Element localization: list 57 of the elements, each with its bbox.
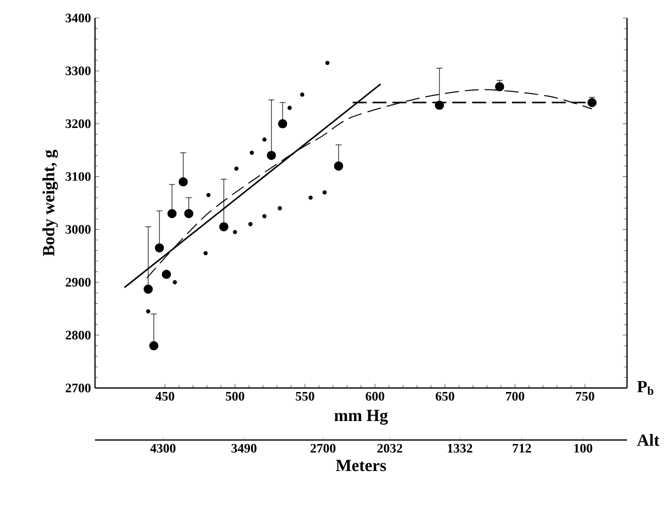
point: [262, 137, 267, 142]
x-tick-label: 750: [576, 392, 594, 401]
y-tick-label: 3300: [66, 66, 91, 76]
point: [587, 98, 597, 108]
point: [219, 222, 228, 232]
x2-tick-label: 2700: [310, 444, 336, 453]
point: [154, 243, 164, 252]
point: [495, 82, 504, 92]
y-tick-label: 2900: [66, 278, 91, 287]
y-tick-label: 3100: [66, 172, 91, 181]
point: [167, 208, 177, 218]
point: [184, 208, 194, 218]
point: [234, 166, 239, 171]
point: [334, 161, 344, 171]
text: P$_{b}$: [637, 381, 654, 395]
point: [288, 106, 292, 110]
x-tick-label: 550: [296, 392, 314, 401]
x2-axis-title: Meters: [336, 460, 386, 472]
point: [232, 230, 238, 234]
point: [250, 150, 254, 155]
x2-tick-label: 4300: [150, 444, 176, 453]
x-tick-label: 500: [226, 392, 244, 401]
point: [322, 190, 327, 195]
point: [278, 119, 288, 128]
point: [206, 192, 210, 198]
x2-tick-label: 2032: [377, 444, 402, 453]
y-axis-title: Body weight, g: [42, 150, 58, 256]
point: [162, 270, 171, 279]
x-axis-title: mm Hg: [334, 410, 388, 425]
x-tick-label: 650: [436, 392, 454, 401]
x-tick-label: 700: [506, 392, 524, 401]
point: [204, 251, 208, 256]
y-tick-label: 2800: [66, 330, 91, 340]
x2-tick-label: 3490: [232, 444, 256, 453]
point: [144, 284, 153, 294]
point: [300, 92, 304, 97]
text: Alt: [637, 434, 660, 446]
x2-tick-label: 1332: [448, 444, 472, 453]
y-tick-label: 3000: [66, 225, 91, 234]
point: [262, 214, 267, 218]
point: [325, 60, 330, 66]
point: [149, 341, 158, 350]
point: [146, 309, 150, 314]
x-tick-label: 600: [366, 392, 384, 401]
point: [434, 100, 444, 110]
x2-tick-label: 712: [512, 444, 531, 452]
point: [178, 177, 188, 186]
y-tick-label: 3200: [66, 119, 91, 128]
y-tick-label: 3400: [66, 14, 91, 22]
point: [248, 222, 253, 226]
y-tick-label: 2700: [66, 384, 91, 392]
x2-tick-label: 100: [574, 444, 592, 453]
point: [266, 150, 276, 160]
point: [308, 196, 313, 200]
point: [278, 206, 282, 210]
point: [172, 280, 177, 284]
x-tick-label: 450: [155, 392, 174, 401]
